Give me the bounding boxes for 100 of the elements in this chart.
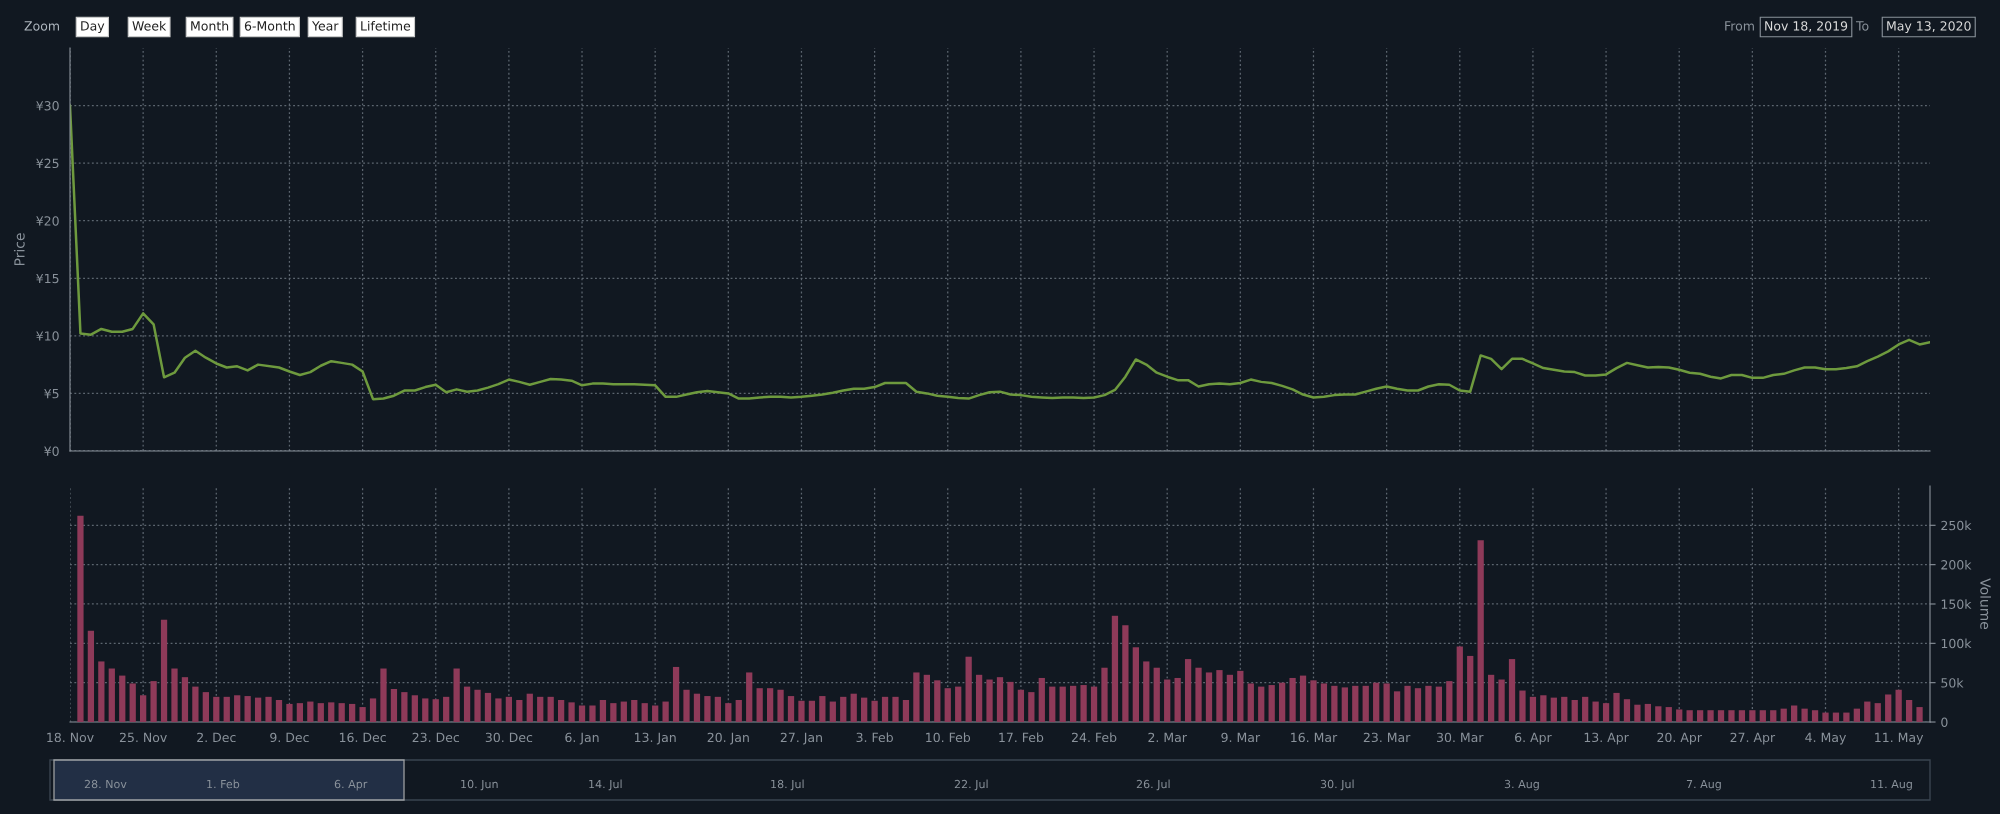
bar [1895,689,1902,723]
bar [850,693,857,723]
bar [150,681,157,723]
bar [1331,685,1338,723]
y-tick-label: ¥10 [36,331,59,341]
y-tick-label: ¥5 [44,389,59,399]
bar [1373,682,1380,723]
x-tick-label: 6. Apr [1515,732,1552,745]
x-tick-label: 18. Nov [47,732,94,743]
bar [1655,706,1662,723]
bar [453,668,460,723]
x-tick-label: 30. Mar [1437,732,1484,743]
bar [463,686,471,723]
bar [1853,708,1860,723]
bar [505,696,513,723]
bar [1205,672,1213,723]
bar [672,666,680,723]
bar [1467,655,1474,723]
bar [1226,674,1234,723]
bar [1258,686,1265,723]
bar [1822,712,1829,723]
bar [756,688,763,723]
x-tick-label: 24. Feb [1071,732,1117,743]
text: 250k [1941,520,1972,531]
bar [223,696,230,723]
bar [631,699,638,723]
bar [213,696,220,723]
x-tick-label: 3. Feb [856,732,893,743]
bar [1749,710,1756,723]
bar [1414,688,1422,723]
bar [766,688,774,723]
bar [1289,677,1296,723]
bar [349,703,356,723]
bar [1519,690,1526,723]
bar [1487,674,1495,723]
bar [881,696,889,723]
bar [683,689,690,723]
bar [777,689,784,723]
bar [557,699,565,723]
bar [808,700,816,723]
x-tick-label: 16. Dec [339,732,386,743]
bar [840,696,847,723]
bar [1791,705,1798,723]
bar [1080,685,1087,723]
bar [1864,701,1871,723]
bar [996,677,1004,723]
bar [181,677,189,723]
bar [610,703,617,723]
bar [1017,689,1025,723]
x-tick-label: 20. Jan [707,732,749,745]
bar [317,703,324,723]
bar [1122,625,1129,723]
bar [578,705,586,723]
bar [1070,685,1077,723]
bar [1446,681,1453,723]
text: 50k [1941,677,1964,688]
bar [1571,699,1578,723]
bar [725,703,732,723]
bar [1602,703,1610,723]
bar [547,696,554,723]
bar [1728,710,1735,723]
bar [1059,686,1066,723]
bar [1696,710,1704,723]
bar [1905,699,1913,723]
bar [328,702,335,723]
bar [1007,681,1014,723]
bar [359,707,366,723]
text: May 13, 2020 [1887,21,1971,34]
bar [714,696,721,723]
bar [829,701,836,723]
bar [1561,696,1568,723]
bar [1801,708,1808,723]
bar [1550,697,1557,723]
bar [411,695,418,723]
bar [234,695,241,723]
text: To [1855,21,1869,31]
bar [1843,712,1850,723]
bar [1717,710,1725,723]
text: Month [191,20,229,31]
text: 6. Apr [334,779,368,791]
text: 100k [1941,638,1972,649]
bar [192,686,199,723]
bar [1686,710,1693,723]
bar [892,696,899,723]
bar [641,703,648,723]
bar [913,672,920,723]
bar [662,701,669,723]
text: 0 [1941,717,1948,727]
bar [599,699,607,723]
x-tick-label: 27. Jan [780,732,822,745]
x-tick-label: 4. May [1805,732,1846,745]
bar [1707,710,1714,723]
bar [1393,691,1401,723]
x-tick-label: 9. Dec [270,732,309,743]
bar [484,692,492,723]
x-tick-label: 30. Dec [485,732,533,743]
bar [474,689,481,723]
bar [1174,677,1181,723]
bar [380,668,387,723]
bar [1759,710,1766,723]
